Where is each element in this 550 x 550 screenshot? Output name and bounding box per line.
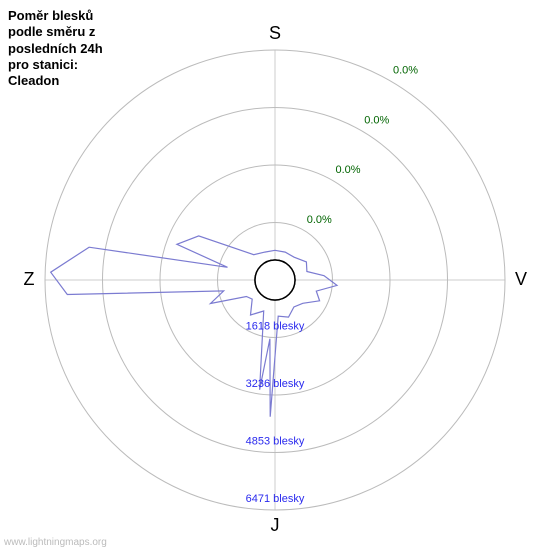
polar-chart: S V J Z 0.0% 0.0% 0.0% 0.0% 1618 blesky 3236 bles…	[0, 0, 550, 550]
footer-credit: www.lightningmaps.org	[4, 537, 107, 548]
ring-percent-label: 0.0%	[364, 114, 389, 126]
ring-percent-label: 0.0%	[307, 214, 332, 226]
ring-percent-label: 0.0%	[393, 65, 418, 77]
compass-label: Z	[24, 269, 35, 289]
compass-label: J	[271, 515, 280, 535]
compass-label: V	[515, 269, 527, 289]
compass-label: S	[269, 23, 281, 43]
ring-count-label: 3236 blesky	[246, 378, 305, 390]
center-hole-top	[255, 260, 295, 300]
ring-percent-label: 0.0%	[336, 164, 361, 176]
ring-count-label: 1618 blesky	[246, 321, 305, 333]
ring-count-label: 6471 blesky	[246, 493, 305, 505]
ring-count-label: 4853 blesky	[246, 436, 305, 448]
